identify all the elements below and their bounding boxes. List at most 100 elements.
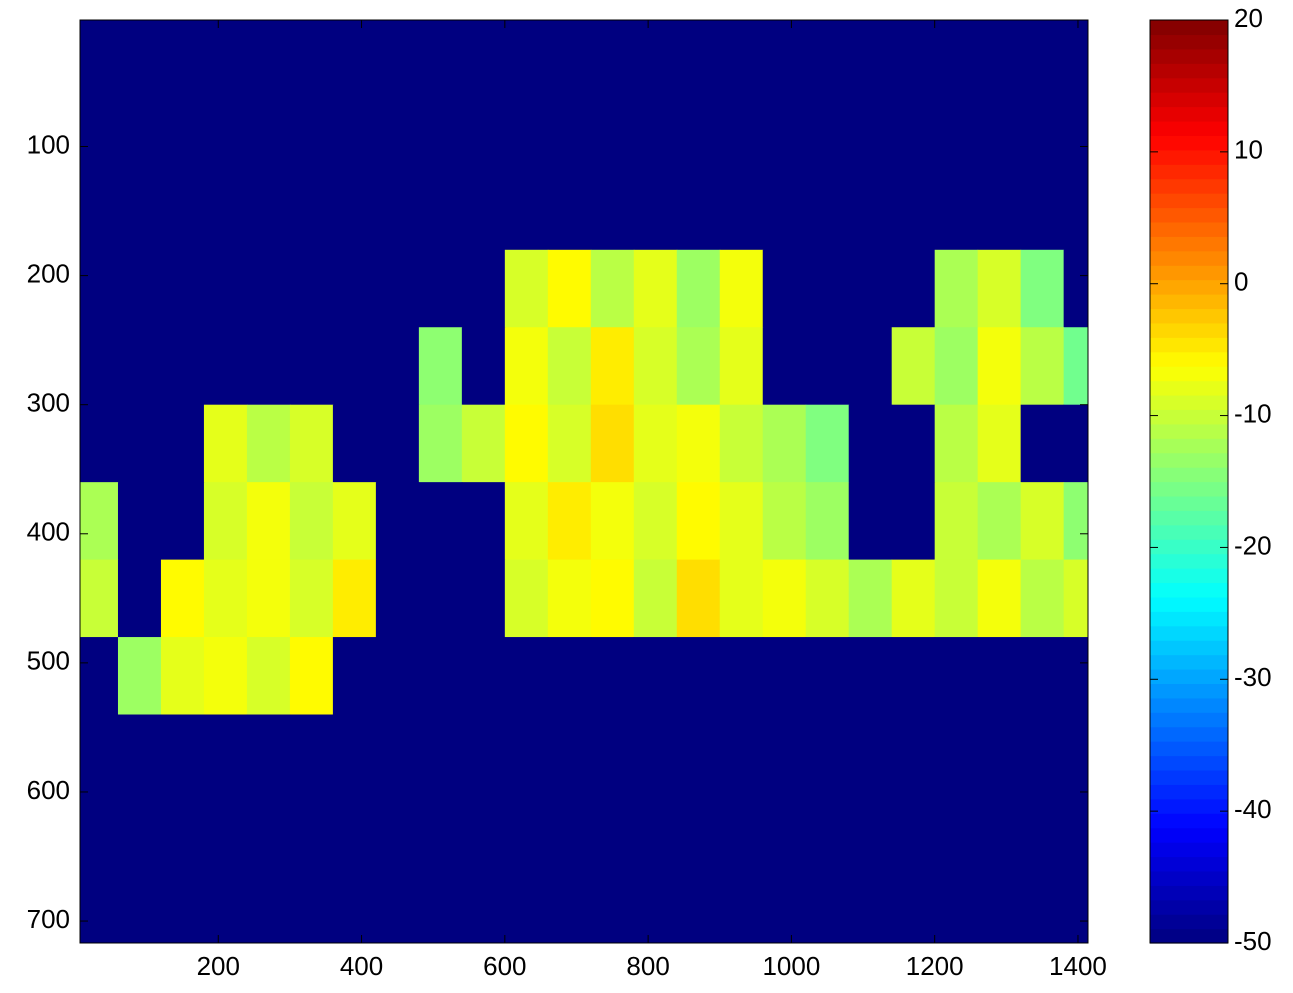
heatmap-cell <box>461 869 506 943</box>
colorbar-band <box>1150 178 1228 194</box>
colorbar-band <box>1150 294 1228 310</box>
heatmap-cell <box>246 869 291 943</box>
heatmap-cell <box>676 482 721 561</box>
heatmap-cell <box>719 94 764 173</box>
heatmap-cell <box>1020 482 1065 561</box>
heatmap-cell <box>590 559 635 638</box>
heatmap-cell <box>719 637 764 716</box>
x-tick-label: 1200 <box>906 951 964 981</box>
heatmap-cell <box>418 714 463 793</box>
heatmap-cell <box>934 327 979 406</box>
colorbar-band <box>1150 885 1228 901</box>
colorbar-band <box>1150 755 1228 771</box>
heatmap-cell <box>805 482 850 561</box>
colorbar-band <box>1150 467 1228 483</box>
heatmap-cell <box>418 637 463 716</box>
colorbar-band <box>1150 697 1228 713</box>
heatmap-cell <box>762 404 807 483</box>
heatmap-cell <box>504 791 549 870</box>
colorbar-band <box>1150 611 1228 627</box>
heatmap-cell <box>1063 482 1088 561</box>
colorbar-band <box>1150 668 1228 685</box>
colorbar-band <box>1150 63 1228 79</box>
colorbar-band <box>1150 452 1228 468</box>
x-tick-label: 800 <box>626 951 669 981</box>
heatmap-cell <box>1063 714 1088 793</box>
heatmap-cell <box>461 791 506 870</box>
heatmap-cell <box>461 404 506 483</box>
heatmap-cell <box>289 714 334 793</box>
heatmap-cell <box>805 791 850 870</box>
heatmap-cell <box>633 404 678 483</box>
heatmap-cell <box>676 20 721 96</box>
colorbar-band <box>1150 582 1228 598</box>
colorbar-band <box>1150 366 1228 382</box>
heatmap-cell <box>117 327 162 406</box>
heatmap-cell <box>160 404 205 483</box>
heatmap-cell <box>590 404 635 483</box>
colorbar-band <box>1150 308 1228 324</box>
heatmap-cell <box>160 327 205 406</box>
x-tick-label: 200 <box>197 951 240 981</box>
colorbar-band <box>1150 120 1228 136</box>
heatmap-cell <box>805 249 850 328</box>
heatmap-cell <box>117 637 162 716</box>
plot-frame <box>79 19 1089 944</box>
heatmap-cell <box>633 20 678 96</box>
heatmap-cell <box>762 20 807 96</box>
heatmap-cell <box>504 94 549 173</box>
heatmap-cell <box>418 869 463 943</box>
heatmap-cell <box>289 637 334 716</box>
x-tick-label: 400 <box>340 951 383 981</box>
heatmap-cell <box>719 559 764 638</box>
heatmap-cell <box>160 94 205 173</box>
heatmap-cell <box>117 20 162 96</box>
heatmap-cell <box>891 482 936 561</box>
heatmap-cell <box>1020 172 1065 251</box>
heatmap-cell <box>805 172 850 251</box>
heatmap-cell <box>289 482 334 561</box>
heatmap-cell <box>117 869 162 943</box>
heatmap-cell <box>246 404 291 483</box>
heatmap-cell <box>719 327 764 406</box>
heatmap-cell <box>1063 172 1088 251</box>
heatmap-cell <box>762 482 807 561</box>
heatmap-cell <box>203 249 248 328</box>
x-tick-label: 600 <box>483 951 526 981</box>
colorbar-tick-label: -20 <box>1234 530 1272 560</box>
heatmap-cell <box>891 869 936 943</box>
heatmap-cell <box>805 559 850 638</box>
heatmap-cell <box>504 714 549 793</box>
heatmap-cell <box>676 327 721 406</box>
heatmap-cell <box>762 559 807 638</box>
heatmap-cell <box>590 94 635 173</box>
heatmap-cell <box>246 20 291 96</box>
heatmap-cell <box>504 559 549 638</box>
colorbar-band <box>1150 596 1228 612</box>
heatmap-cell <box>117 559 162 638</box>
colorbar-band <box>1150 322 1228 338</box>
heatmap-cell <box>203 482 248 561</box>
heatmap-cell <box>633 94 678 173</box>
heatmap-cell <box>633 791 678 870</box>
heatmap-cell <box>246 327 291 406</box>
heatmap-cell <box>160 637 205 716</box>
heatmap-cell <box>633 559 678 638</box>
colorbar-band <box>1150 207 1228 223</box>
heatmap-cell <box>1020 94 1065 173</box>
colorbar-band <box>1150 856 1228 872</box>
heatmap-cell <box>418 172 463 251</box>
heatmap-cell <box>676 404 721 483</box>
colorbar-band <box>1150 135 1228 151</box>
heatmap-cell <box>117 791 162 870</box>
heatmap-cell <box>977 714 1022 793</box>
x-tick-label: 1400 <box>1049 951 1107 981</box>
colorbar-band <box>1150 784 1228 800</box>
colorbar-band <box>1150 279 1228 295</box>
heatmap-cell <box>461 482 506 561</box>
colorbar-band <box>1150 92 1228 108</box>
heatmap-cell <box>762 869 807 943</box>
heatmap-cell <box>461 94 506 173</box>
heatmap-cell <box>504 404 549 483</box>
heatmap-cell <box>934 249 979 328</box>
